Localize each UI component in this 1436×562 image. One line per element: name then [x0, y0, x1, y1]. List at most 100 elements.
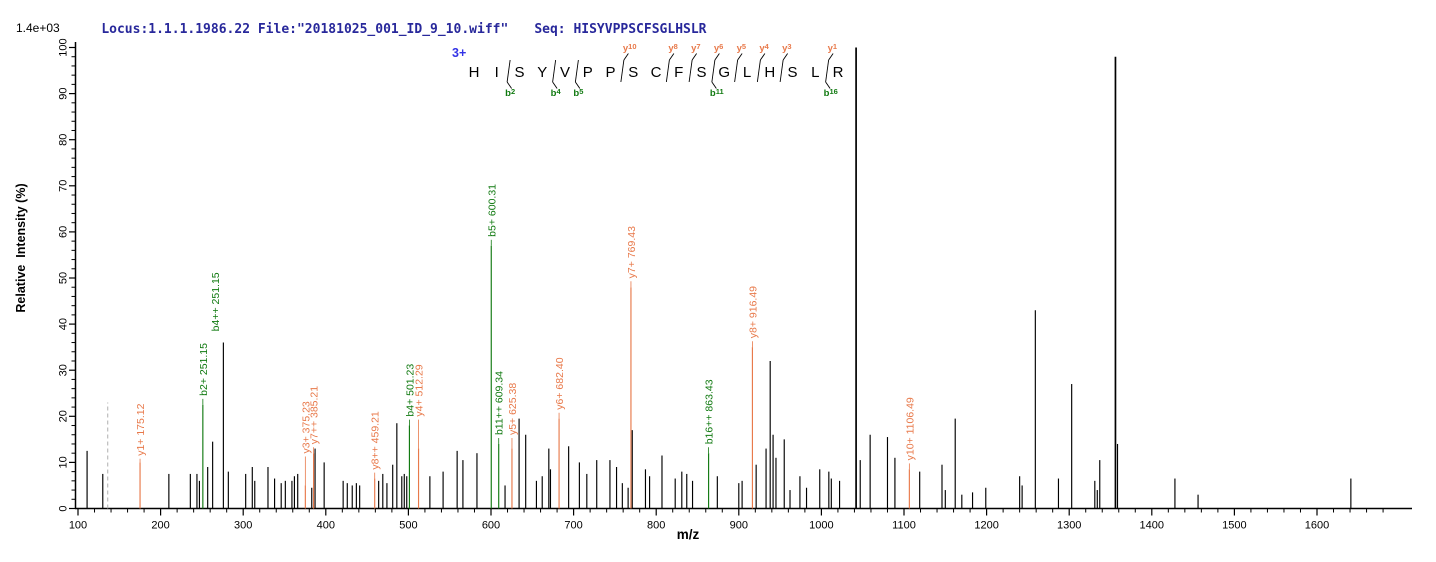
- residue-letter: S: [787, 64, 797, 81]
- b-ion-hook: [711, 81, 717, 89]
- peak-label: y8++ 459.21: [370, 411, 382, 470]
- y-tick-label: 0: [58, 505, 70, 511]
- residue-letter: I: [495, 64, 499, 81]
- peak-label: y6+ 682.40: [554, 357, 566, 409]
- b-ion-hook: [506, 81, 512, 89]
- peak-label: y7++ 385.21: [309, 386, 321, 445]
- peak-label: b16++ 863.43: [704, 379, 716, 444]
- y-ion-label: y8: [668, 42, 677, 54]
- peak-label: y8+ 916.49: [747, 286, 759, 338]
- peaks: [86, 47, 1352, 509]
- b-ion-hook: [552, 81, 558, 89]
- y-ion-hook: [669, 53, 675, 61]
- x-tick-label: 1600: [1305, 520, 1329, 532]
- residue-letter: S: [696, 64, 706, 81]
- y-ion-label: y1: [828, 42, 837, 54]
- precursor-charge-label: 3+: [452, 46, 466, 60]
- residue-letter: S: [628, 64, 638, 81]
- residue-letter: R: [833, 64, 844, 81]
- peak-label: b5+ 600.31: [486, 184, 498, 237]
- y-tick-label: 40: [58, 318, 70, 330]
- y-ion-label: y4: [759, 42, 769, 54]
- x-tick-label: 700: [564, 520, 582, 532]
- y-ion-hook: [691, 53, 697, 61]
- residue-letter: Y: [537, 64, 547, 81]
- b-ion-label: b11: [710, 87, 724, 99]
- residue-letter: P: [583, 64, 593, 81]
- fragment-divider: [665, 59, 670, 83]
- b-ion-label: b2: [505, 87, 515, 99]
- header-bar: Locus:1.1.1.1986.22 File:"20181025_001_I…: [70, 7, 707, 52]
- fragment-divider: [779, 59, 784, 83]
- peak-label: b2+ 251.15: [198, 343, 210, 396]
- y-ion-label: y7: [691, 42, 700, 54]
- x-tick-label: 1400: [1140, 520, 1164, 532]
- fragment-divider: [552, 59, 557, 83]
- b-ion-hook: [575, 81, 581, 89]
- y-ion-hook: [828, 53, 834, 61]
- b-ion-label: b5: [573, 87, 583, 99]
- x-tick-label: 800: [647, 520, 665, 532]
- x-tick-label: 1000: [809, 520, 833, 532]
- x-tick-label: 500: [399, 520, 417, 532]
- intensity-scale-label: 1.4e+03: [16, 21, 60, 35]
- peak-label: y5+ 625.38: [507, 383, 519, 435]
- y-ion-label: y5: [737, 42, 746, 54]
- y-tick-label: 80: [58, 134, 70, 146]
- peak-label: y7+ 769.43: [626, 226, 638, 278]
- residue-letter: H: [764, 64, 775, 81]
- x-tick-label: 400: [317, 520, 335, 532]
- y-ion-label: y6: [714, 42, 723, 54]
- y-tick-label: 70: [58, 180, 70, 192]
- residue-letter: P: [605, 64, 615, 81]
- y-tick-label: 10: [58, 456, 70, 468]
- x-tick-label: 1500: [1222, 520, 1246, 532]
- y-tick-label: 90: [58, 87, 70, 99]
- x-tick-label: 1200: [974, 520, 998, 532]
- residue-letter: H: [469, 64, 480, 81]
- sequence-header-label: Seq: HISYVPPSCFSGLHSLR: [534, 22, 707, 37]
- y-ion-label: y3: [782, 42, 791, 54]
- axes: 100 200 300 400 500 600 700 800 900 1000 1100 1200 1…: [58, 38, 1412, 532]
- y-tick-label: 50: [58, 272, 70, 284]
- residue-letter: C: [651, 64, 662, 81]
- peak-label: b4++ 251.15: [210, 272, 222, 331]
- residue-letter: S: [514, 64, 524, 81]
- peak-label: y1+ 175.12: [135, 403, 147, 455]
- x-tick-label: 1300: [1057, 520, 1081, 532]
- peak-label: b4+ 501.23: [404, 364, 416, 417]
- y-ion-hook: [782, 53, 788, 61]
- peak-label: y10+ 1106.49: [904, 397, 916, 460]
- y-tick-label: 100: [58, 38, 70, 56]
- x-axis-title: m/z: [677, 527, 700, 542]
- x-tick-label: 600: [482, 520, 500, 532]
- locus-file-label: Locus:1.1.1.1986.22 File:"20181025_001_I…: [101, 22, 509, 37]
- y-ion-hook: [760, 53, 766, 61]
- y-tick-label: 20: [58, 410, 70, 422]
- y-ion-hook: [623, 53, 629, 61]
- b-ion-label: b4: [551, 87, 562, 99]
- x-tick-label: 1100: [892, 520, 916, 532]
- residue-letter: V: [560, 64, 570, 81]
- y-tick-label: 60: [58, 226, 70, 238]
- fragment-divider: [574, 59, 579, 83]
- residue-letter: G: [718, 64, 730, 81]
- x-tick-label: 100: [69, 520, 87, 532]
- fragment-divider: [506, 59, 511, 83]
- b-ion-label: b16: [824, 87, 838, 99]
- fragment-divider: [756, 59, 761, 83]
- x-tick-label: 200: [151, 520, 169, 532]
- fragment-divider: [688, 59, 693, 83]
- y-ion-label: y10: [623, 42, 637, 54]
- fragment-divider: [711, 59, 716, 83]
- peak-label: y4+ 512.29: [414, 364, 426, 416]
- y-axis-title: Relative Intensity (%): [14, 183, 28, 312]
- y-tick-label: 30: [58, 364, 70, 376]
- residue-letter: F: [674, 64, 683, 81]
- b-ion-hook: [825, 81, 831, 89]
- fragment-divider: [825, 59, 830, 83]
